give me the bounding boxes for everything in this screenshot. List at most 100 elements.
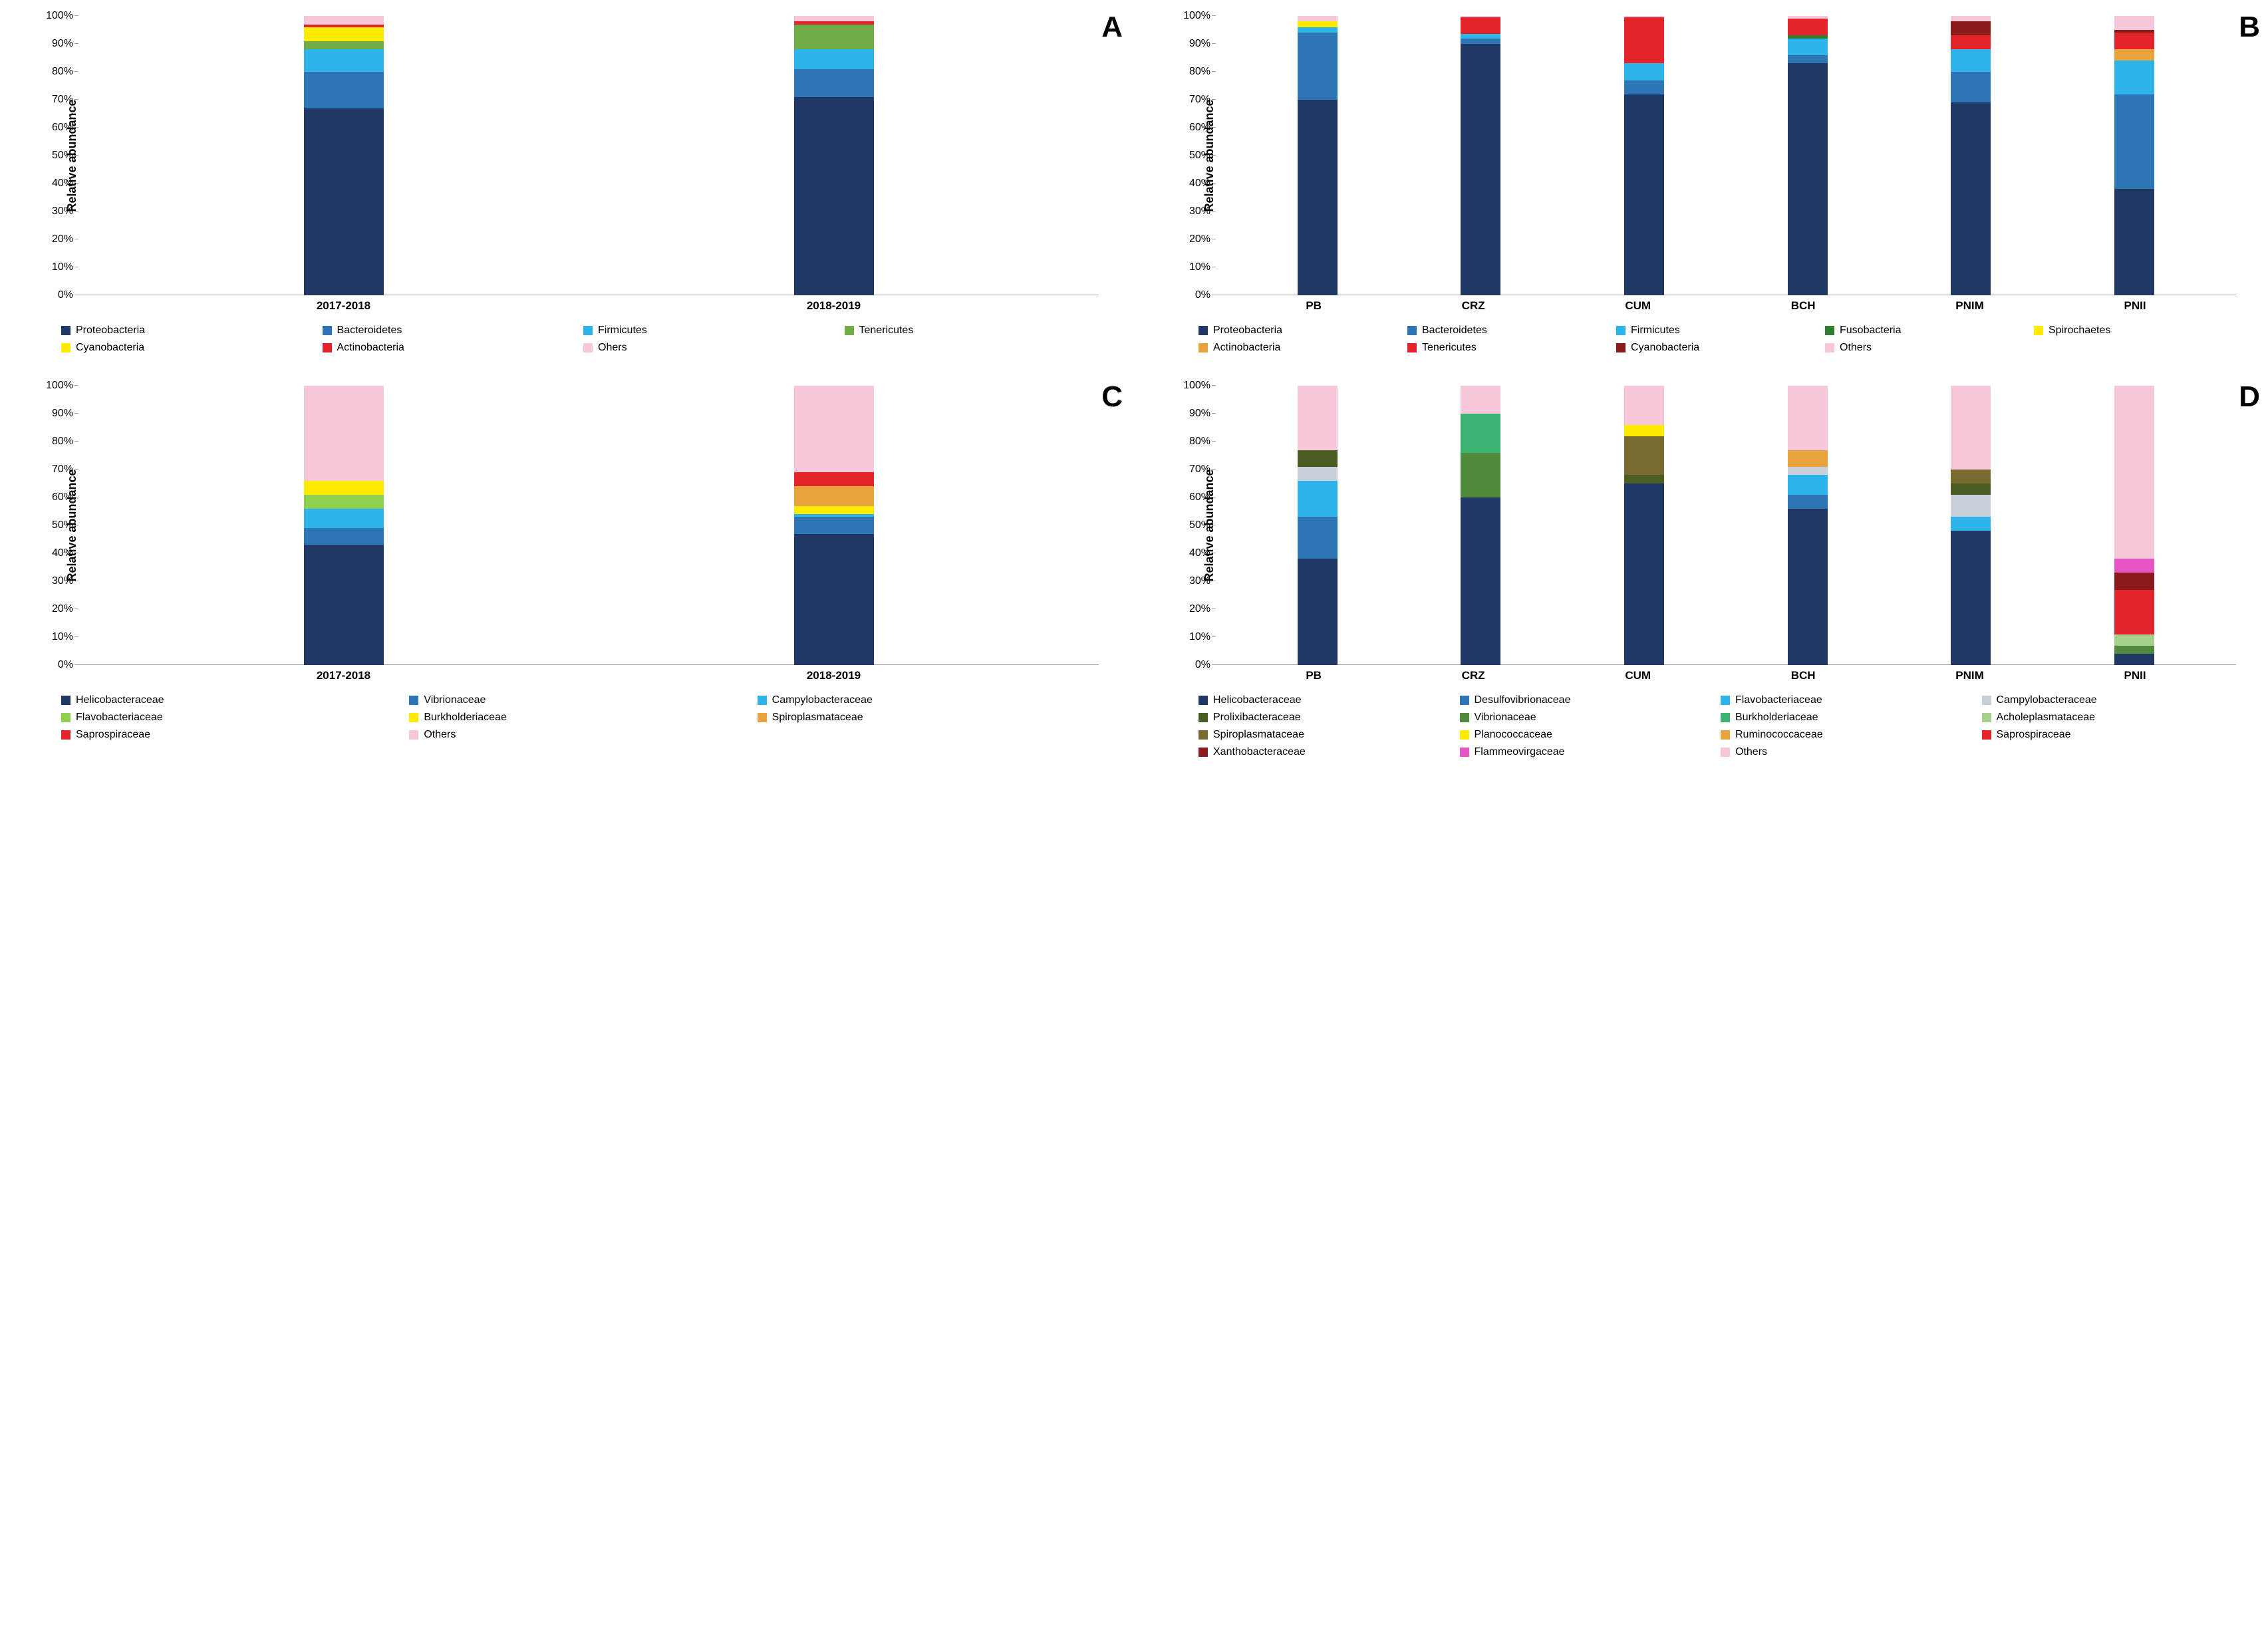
- legend-item: Helicobacteraceae: [61, 694, 409, 706]
- legend-item: Actinobacteria: [1199, 342, 1407, 354]
- legend-label: Campylobacteraceae: [772, 694, 873, 706]
- x-category-label: 2017-2018: [317, 299, 370, 313]
- legend-item: Saprospiraceae: [1982, 729, 2243, 741]
- bar-segment: [2114, 634, 2154, 646]
- x-category-label: 2017-2018: [317, 669, 370, 682]
- x-category-label: 2018-2019: [807, 669, 861, 682]
- legend-swatch: [1616, 326, 1626, 335]
- y-tick-label: 0%: [1179, 659, 1210, 671]
- panel-c: C0%10%20%30%40%50%60%70%80%90%100%Relati…: [21, 386, 1105, 761]
- x-category-label: CRZ: [1462, 669, 1485, 682]
- bar-segment: [1951, 72, 1991, 102]
- bar-segment: [1951, 16, 1991, 21]
- legend-swatch: [61, 326, 71, 335]
- legend-label: Burkholderiaceae: [1735, 712, 1818, 724]
- bar-segment: [1951, 470, 1991, 483]
- bar-segment: [1298, 33, 1338, 100]
- bar-segment: [1788, 495, 1828, 509]
- legend-swatch: [1199, 326, 1208, 335]
- legend-item: Flavobacteriaceae: [1721, 694, 1982, 706]
- bar-segment: [304, 481, 384, 495]
- bar-segment: [794, 16, 874, 21]
- y-tick-label: 80%: [1179, 66, 1210, 78]
- bar-segment: [2114, 61, 2154, 94]
- bar-segment: [1624, 63, 1664, 80]
- legend-swatch: [1982, 730, 1991, 740]
- y-axis-label: Relative abundance: [65, 99, 79, 211]
- legend-label: Ohers: [598, 342, 627, 354]
- legend-item: Firmicutes: [583, 325, 845, 337]
- stacked-bar: [1624, 16, 1664, 295]
- y-tick-label: 100%: [41, 380, 73, 392]
- legend-item: Flavobacteriaceae: [61, 712, 409, 724]
- stacked-bar: [1788, 386, 1828, 665]
- y-tick-label: 20%: [41, 603, 73, 615]
- legend-label: Planococcaceae: [1475, 729, 1552, 741]
- legend-label: Vibrionaceae: [1475, 712, 1536, 724]
- bar-segment: [1461, 414, 1500, 453]
- bar-segment: [1624, 475, 1664, 483]
- legend-item: Flammeovirgaceae: [1460, 746, 1721, 758]
- legend-label: Helicobacteraceae: [1213, 694, 1302, 706]
- legend-label: Others: [1735, 746, 1767, 758]
- x-category-label: PB: [1306, 299, 1322, 313]
- legend-item: Others: [409, 729, 757, 741]
- legend-item: Tenericutes: [845, 325, 1106, 337]
- legend-label: Actinobacteria: [337, 342, 404, 354]
- stacked-bar: [2114, 386, 2154, 665]
- legend-item: Campylobacteraceae: [758, 694, 1105, 706]
- bar-segment: [1298, 481, 1338, 517]
- bar-segment: [1788, 55, 1828, 64]
- legend-item: Saprospiraceae: [61, 729, 409, 741]
- legend-label: Desulfovibrionaceae: [1475, 694, 1571, 706]
- legend-swatch: [1199, 730, 1208, 740]
- y-tick-label: 100%: [1179, 10, 1210, 22]
- legend-label: Acholeplasmataceae: [1997, 712, 2096, 724]
- legend-item: Vibrionaceae: [1460, 712, 1721, 724]
- bar-segment: [1624, 17, 1664, 63]
- legend-item: Planococcaceae: [1460, 729, 1721, 741]
- legend-swatch: [1460, 730, 1469, 740]
- legend-swatch: [61, 730, 71, 740]
- legend-label: Spiroplasmataceae: [772, 712, 863, 724]
- bar-segment: [794, 25, 874, 50]
- legend-swatch: [1407, 326, 1417, 335]
- legend-label: Flavobacteriaceae: [1735, 694, 1822, 706]
- legend-swatch: [758, 713, 767, 722]
- legend-swatch: [1199, 696, 1208, 705]
- bar-segment: [794, 472, 874, 486]
- x-category-label: CUM: [1625, 299, 1651, 313]
- legend-swatch: [1982, 713, 1991, 722]
- legend: Helicobacteraceae Desulfovibrionaceae Flav…: [1199, 692, 2243, 761]
- bar-segment: [1951, 49, 1991, 72]
- y-tick-label: 20%: [1179, 603, 1210, 615]
- bar-segment: [1298, 467, 1338, 481]
- legend-swatch: [1721, 713, 1730, 722]
- stacked-bar: [1951, 386, 1991, 665]
- legend-label: Tenericutes: [1422, 342, 1477, 354]
- legend-item: Xanthobacteraceae: [1199, 746, 1460, 758]
- bar-segment: [304, 108, 384, 295]
- stacked-bar: [304, 16, 384, 295]
- legend-item: Spiroplasmataceae: [758, 712, 1105, 724]
- legend-item: Proteobacteria: [1199, 325, 1407, 337]
- y-tick-label: 80%: [41, 436, 73, 448]
- panel-b: B0%10%20%30%40%50%60%70%80%90%100%Relati…: [1159, 16, 2243, 356]
- bar-segment: [1951, 102, 1991, 295]
- bar-segment: [304, 41, 384, 50]
- bar-segment: [2114, 573, 2154, 589]
- legend-item: Spiroplasmataceae: [1199, 729, 1460, 741]
- bar-segment: [1624, 386, 1664, 425]
- legend-item: Ruminococcaceae: [1721, 729, 1982, 741]
- bar-segment: [2114, 559, 2154, 573]
- legend-swatch: [409, 696, 418, 705]
- legend-item: Others: [1721, 746, 1982, 758]
- bar-segment: [794, 534, 874, 665]
- bar-segment: [1624, 425, 1664, 436]
- stacked-bar: [1461, 386, 1500, 665]
- bar-segment: [1298, 386, 1338, 450]
- y-tick-label: 100%: [1179, 380, 1210, 392]
- bar-segment: [2114, 189, 2154, 295]
- y-tick-label: 10%: [1179, 631, 1210, 643]
- legend-label: Spiroplasmataceae: [1213, 729, 1304, 741]
